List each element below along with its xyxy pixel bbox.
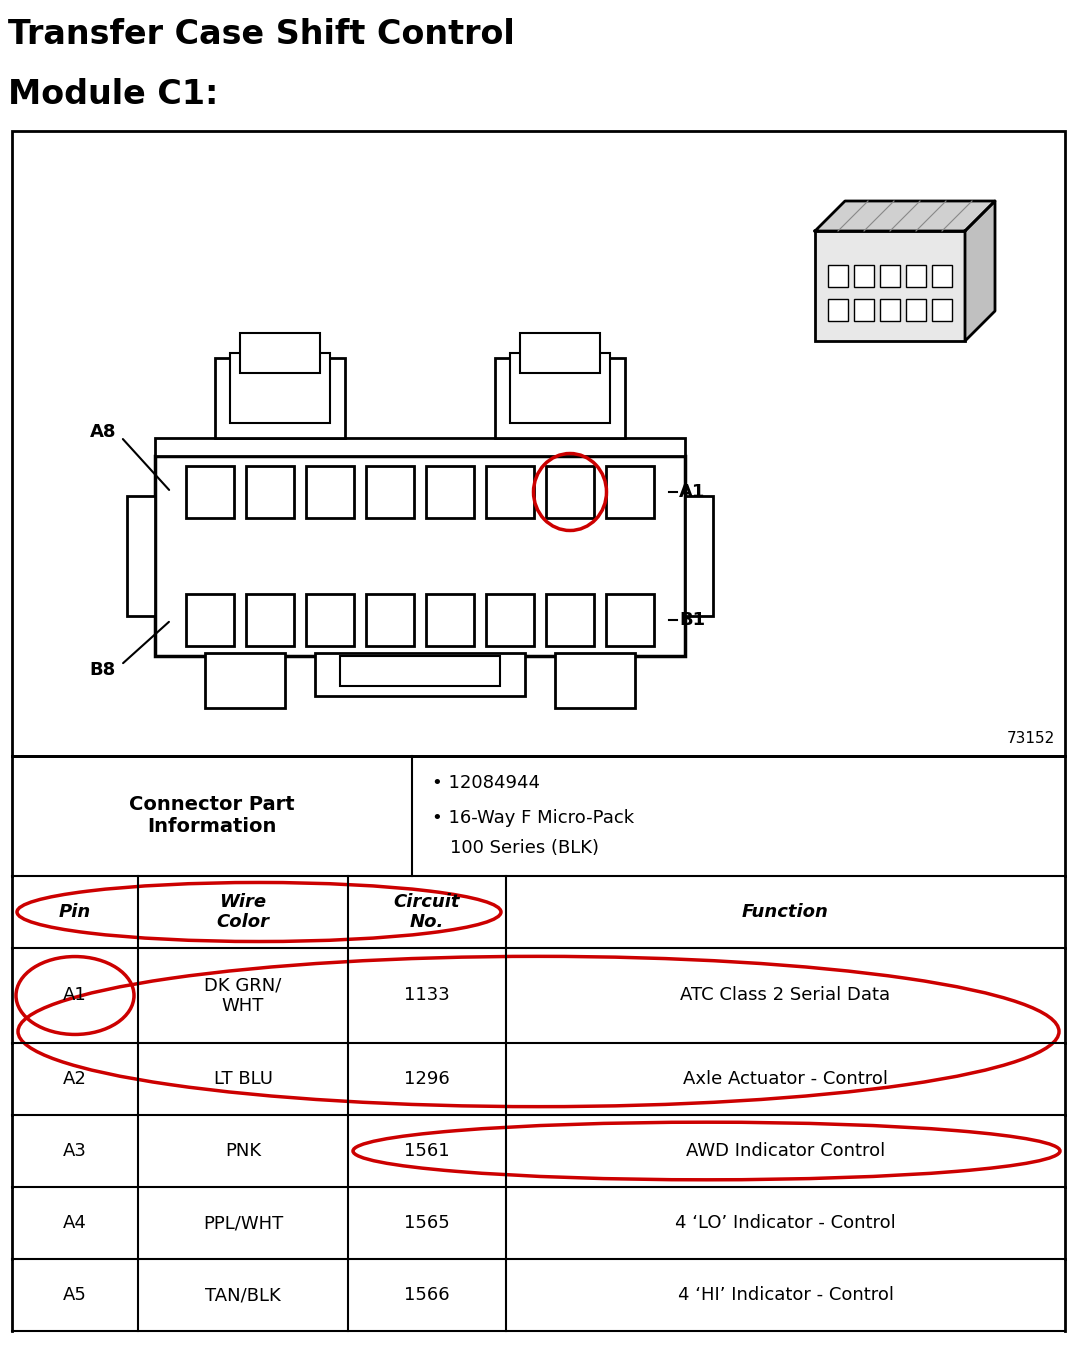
Bar: [828, 299, 848, 320]
Bar: [906, 299, 926, 320]
Text: A1: A1: [64, 987, 87, 1004]
Bar: [246, 466, 294, 518]
Text: A5: A5: [63, 1285, 87, 1304]
Polygon shape: [965, 201, 995, 341]
Bar: [205, 653, 285, 708]
Text: Axle Actuator - Control: Axle Actuator - Control: [683, 1070, 888, 1088]
Bar: [186, 594, 234, 646]
Text: 4 ‘LO’ Indicator - Control: 4 ‘LO’ Indicator - Control: [675, 1214, 896, 1232]
Text: 73152: 73152: [1007, 731, 1055, 746]
Text: 1561: 1561: [404, 1141, 450, 1160]
Text: A3: A3: [63, 1141, 87, 1160]
Bar: [186, 466, 234, 518]
Bar: [246, 594, 294, 646]
Text: Pin: Pin: [59, 903, 92, 921]
Bar: [880, 265, 900, 287]
Text: 100 Series (BLK): 100 Series (BLK): [450, 839, 599, 857]
Bar: [215, 358, 345, 437]
Text: AWD Indicator Control: AWD Indicator Control: [686, 1141, 885, 1160]
Bar: [685, 495, 713, 616]
Text: Function: Function: [742, 903, 829, 921]
Text: B1: B1: [679, 611, 705, 629]
Bar: [486, 466, 534, 518]
Bar: [240, 332, 320, 373]
Bar: [606, 466, 654, 518]
Bar: [815, 232, 965, 341]
Text: LT BLU: LT BLU: [213, 1070, 273, 1088]
Bar: [932, 299, 952, 320]
Text: 1133: 1133: [404, 987, 450, 1004]
Bar: [854, 299, 874, 320]
Polygon shape: [815, 201, 995, 232]
Bar: [367, 466, 414, 518]
Bar: [555, 653, 635, 708]
Bar: [340, 656, 500, 686]
Bar: [545, 466, 594, 518]
Text: DK GRN/
WHT: DK GRN/ WHT: [205, 976, 281, 1015]
Text: Connector Part
Information: Connector Part Information: [129, 795, 294, 836]
Text: 1566: 1566: [404, 1285, 450, 1304]
Bar: [127, 495, 155, 616]
Bar: [520, 332, 600, 373]
Text: PPL/WHT: PPL/WHT: [203, 1214, 284, 1232]
Bar: [486, 594, 534, 646]
Text: ATC Class 2 Serial Data: ATC Class 2 Serial Data: [680, 987, 890, 1004]
Text: PNK: PNK: [225, 1141, 261, 1160]
Bar: [155, 456, 685, 656]
Text: • 16-Way F Micro-Pack: • 16-Way F Micro-Pack: [432, 809, 634, 826]
Bar: [230, 353, 330, 423]
Bar: [932, 265, 952, 287]
Bar: [880, 299, 900, 320]
Text: 1296: 1296: [404, 1070, 450, 1088]
Text: A8: A8: [89, 423, 116, 441]
Bar: [155, 437, 685, 456]
Text: Wire
Color: Wire Color: [217, 892, 270, 931]
Text: Circuit
No.: Circuit No.: [393, 892, 460, 931]
Text: • 12084944: • 12084944: [432, 774, 540, 791]
Bar: [854, 265, 874, 287]
Bar: [315, 653, 525, 696]
Bar: [12, 131, 1065, 756]
Text: 4 ‘HI’ Indicator - Control: 4 ‘HI’ Indicator - Control: [677, 1285, 894, 1304]
Text: 1565: 1565: [404, 1214, 450, 1232]
Text: Module C1:: Module C1:: [8, 78, 219, 110]
Text: A1: A1: [679, 483, 705, 501]
Bar: [367, 594, 414, 646]
Text: TAN/BLK: TAN/BLK: [205, 1285, 281, 1304]
Bar: [545, 594, 594, 646]
Bar: [306, 594, 354, 646]
Bar: [606, 594, 654, 646]
Bar: [510, 353, 610, 423]
Bar: [426, 466, 474, 518]
Bar: [426, 594, 474, 646]
Text: A2: A2: [63, 1070, 87, 1088]
Text: Transfer Case Shift Control: Transfer Case Shift Control: [8, 17, 515, 51]
Text: A4: A4: [63, 1214, 87, 1232]
Bar: [828, 265, 848, 287]
Bar: [906, 265, 926, 287]
Bar: [306, 466, 354, 518]
Bar: [495, 358, 625, 437]
Text: B8: B8: [89, 661, 116, 678]
